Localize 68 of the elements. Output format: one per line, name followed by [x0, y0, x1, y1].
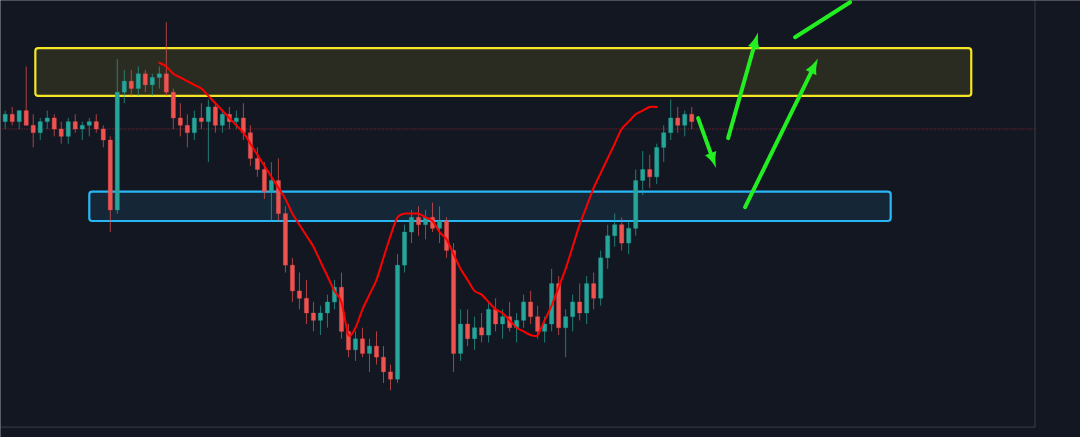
candlestick	[220, 110, 225, 133]
candlestick	[234, 110, 239, 130]
candlestick	[493, 297, 498, 332]
candlestick	[143, 69, 148, 93]
candlestick	[542, 316, 547, 343]
candlestick	[325, 294, 330, 329]
candlestick	[206, 99, 211, 163]
candlestick	[689, 106, 694, 130]
candlestick	[479, 312, 484, 343]
candlestick	[122, 69, 127, 104]
candlestick	[353, 331, 358, 362]
candlestick	[612, 213, 617, 248]
candlestick	[577, 283, 582, 321]
candlestick	[2, 110, 8, 130]
candlestick	[311, 301, 316, 332]
candlestick	[73, 113, 78, 133]
candlestick	[465, 308, 470, 347]
candlestick	[241, 102, 246, 141]
candlestick	[472, 316, 477, 351]
candlestick	[304, 279, 309, 325]
candlestick	[661, 124, 666, 163]
candlestick	[192, 110, 197, 141]
candlestick	[360, 327, 365, 358]
candlestick	[591, 272, 596, 310]
candlestick	[626, 220, 631, 255]
candlestick	[262, 161, 267, 200]
candlestick	[87, 117, 92, 137]
candlestick	[619, 216, 624, 251]
candlestick	[150, 73, 155, 97]
candlestick	[80, 121, 85, 141]
candlestick	[563, 308, 568, 358]
candlestick	[640, 150, 645, 196]
candlestick	[318, 305, 323, 336]
candlestick	[157, 66, 162, 89]
candlestick	[367, 338, 372, 373]
candlestick	[164, 21, 169, 97]
candlestick	[255, 147, 260, 178]
candlestick	[409, 209, 414, 244]
candlestick	[129, 69, 134, 97]
candlestick	[59, 121, 64, 145]
candlestick	[101, 124, 106, 148]
candlestick	[605, 224, 610, 270]
candlestick	[297, 272, 302, 310]
candlestick	[136, 66, 141, 97]
candlestick	[682, 110, 687, 137]
candlestick	[213, 102, 218, 133]
candlestick	[388, 364, 393, 391]
candlestick	[185, 113, 190, 148]
candlestick	[668, 99, 673, 141]
candlestick	[416, 205, 421, 237]
candlestick	[199, 102, 204, 130]
candlestick	[437, 205, 442, 244]
candlestick	[94, 113, 99, 133]
candlestick	[647, 154, 652, 189]
candlestick	[9, 106, 15, 126]
candlestick	[66, 117, 71, 145]
candlestick	[381, 345, 386, 384]
candlestick	[675, 106, 680, 133]
candlestick	[500, 308, 505, 340]
candlestick	[570, 294, 575, 332]
candlestick	[528, 290, 533, 325]
candlestick	[521, 294, 526, 329]
candlestick	[535, 305, 540, 340]
candlestick	[374, 331, 379, 365]
candlestick	[16, 110, 22, 130]
candlestick	[269, 161, 274, 222]
candlestick	[423, 209, 428, 240]
candlestick	[178, 102, 183, 137]
